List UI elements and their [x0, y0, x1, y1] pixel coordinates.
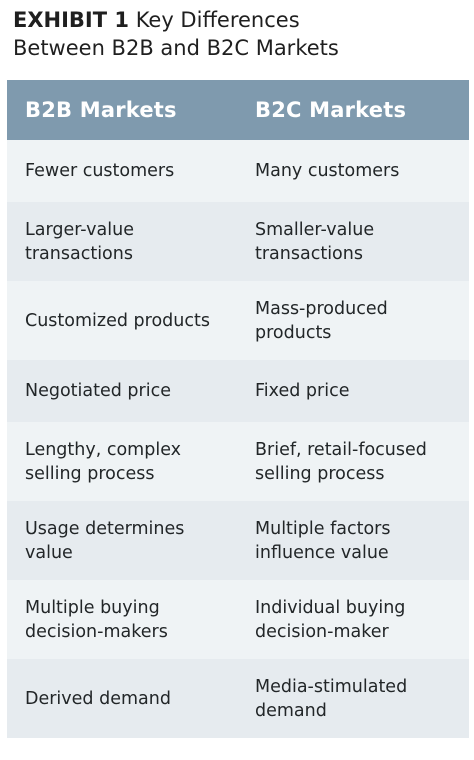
b2b-cell: Larger-value transactions	[25, 219, 134, 264]
table-row: Lengthy, complex selling process Brief, …	[7, 422, 469, 501]
exhibit-title-line-2: Between B2B and B2C Markets	[13, 36, 339, 60]
b2c-cell: Individual buying decision-maker	[255, 597, 406, 642]
b2b-cell: Usage determines value	[25, 518, 185, 563]
exhibit-title-line-1: EXHIBIT 1 Key Differences	[13, 6, 463, 34]
header-b2b: B2B Markets	[25, 98, 177, 122]
b2b-cell: Derived demand	[25, 688, 171, 709]
exhibit-label: EXHIBIT 1	[13, 8, 129, 32]
b2c-cell: Many customers	[255, 161, 400, 181]
b2c-cell: Brief, retail-focused selling process	[255, 439, 427, 484]
b2c-cell: Smaller-value transactions	[255, 219, 375, 264]
exhibit-title-text: Key Differences	[135, 8, 300, 32]
comparison-table: B2B Markets B2C Markets Fewer customers …	[7, 80, 469, 738]
table-row: Usage determines value Multiple factors …	[7, 501, 469, 580]
table-row: Customized products Mass-produced produc…	[7, 281, 469, 360]
b2c-cell: Fixed price	[255, 381, 350, 401]
table-row: Negotiated price Fixed price	[7, 360, 469, 422]
b2b-cell: Negotiated price	[25, 381, 171, 401]
header-b2c: B2C Markets	[255, 98, 407, 122]
b2c-cell: Mass-produced products	[255, 298, 388, 343]
table-row: Derived demand Media-stimulated demand	[7, 659, 469, 738]
exhibit-title: EXHIBIT 1 Key Differences Between B2B an…	[13, 6, 463, 62]
b2b-cell: Lengthy, complex selling process	[25, 439, 182, 484]
b2b-cell: Multiple buying decision-makers	[25, 597, 168, 642]
table-row: Multiple buying decision-makers Individu…	[7, 580, 469, 659]
table-row: Fewer customers Many customers	[7, 140, 469, 202]
table-header-row: B2B Markets B2C Markets	[7, 80, 469, 140]
b2b-cell: Customized products	[25, 310, 210, 331]
b2b-cell: Fewer customers	[25, 161, 175, 181]
b2c-cell: Media-stimulated demand	[255, 676, 408, 721]
b2c-cell: Multiple factors influence value	[255, 518, 391, 563]
table-row: Larger-value transactions Smaller-value …	[7, 202, 469, 281]
